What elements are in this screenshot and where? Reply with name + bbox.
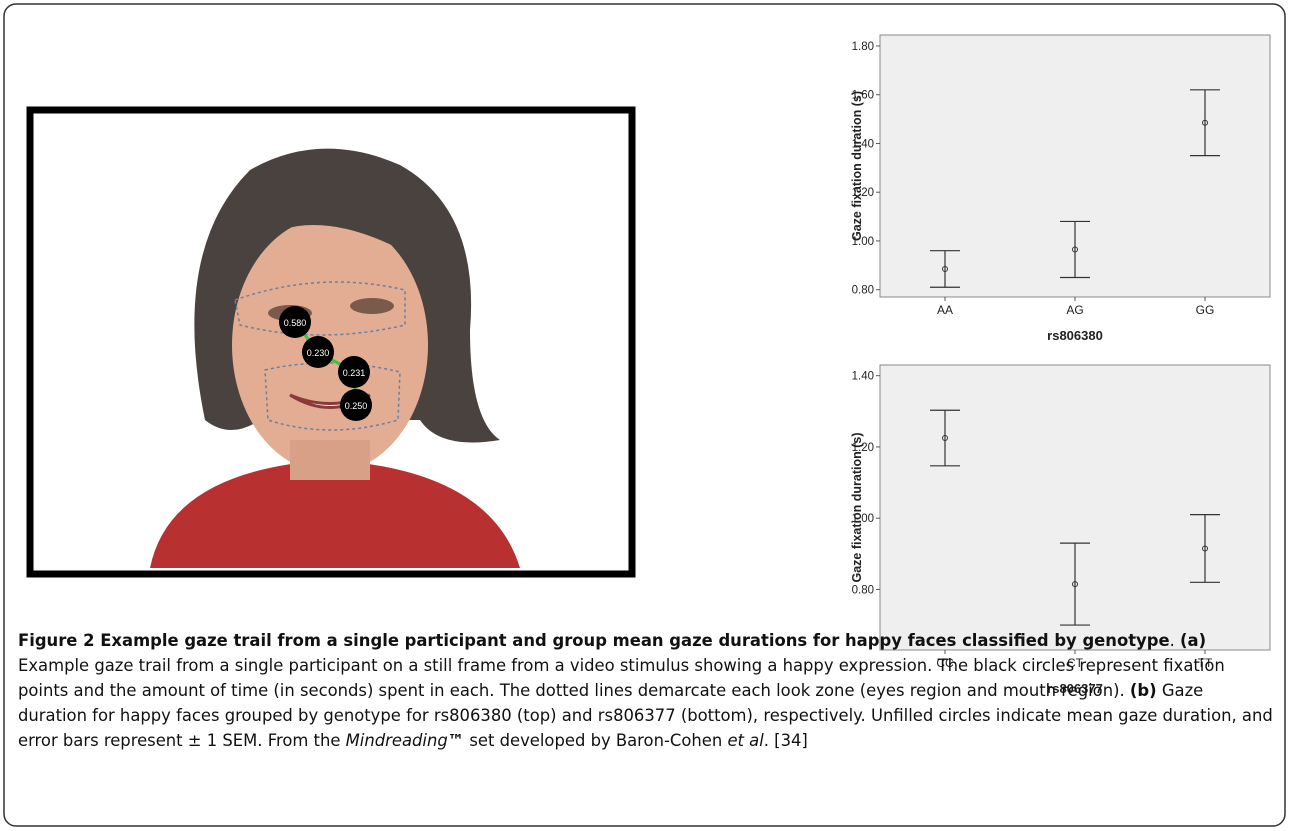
caption-text: set developed by Baron-Cohen: [464, 731, 727, 750]
caption-italic: et al: [727, 731, 763, 750]
x-axis-title: rs806380: [1047, 328, 1103, 343]
x-tick-label: AG: [1066, 303, 1083, 317]
caption-panel-label: (b): [1130, 681, 1157, 700]
caption-text: . [34]: [764, 731, 808, 750]
fixation-time: 0.250: [345, 401, 368, 411]
eye: [350, 298, 394, 314]
caption-text: Example gaze trail from a single partici…: [18, 656, 1225, 700]
caption: Figure 2 Example gaze trail from a singl…: [18, 628, 1276, 753]
y-tick-label: 0.80: [852, 285, 874, 297]
y-axis-title: Gaze fixation duration (s): [850, 91, 864, 241]
caption-text: .: [1170, 631, 1180, 650]
photo: 0.580 0.230 0.231 0.250: [30, 110, 632, 574]
fixation-time: 0.230: [307, 348, 330, 358]
caption-title: Figure 2 Example gaze trail from a singl…: [18, 631, 1170, 650]
y-tick-label: 1.40: [852, 371, 874, 383]
page: { "chart_data": [ {"type": "errorbar", "…: [0, 0, 1290, 831]
caption-trademark: ™: [448, 731, 464, 750]
x-tick-label: AA: [937, 303, 953, 317]
caption-italic: Mindreading: [346, 731, 448, 750]
caption-panel-label: (a): [1180, 631, 1206, 650]
fixation-time: 0.231: [343, 368, 366, 378]
y-tick-label: 0.80: [852, 584, 874, 596]
fixation-time: 0.580: [284, 318, 307, 328]
x-tick-label: GG: [1196, 303, 1215, 317]
neck: [290, 440, 370, 480]
y-tick-label: 1.80: [852, 41, 874, 53]
y-axis-title: Gaze fixation duration (s): [850, 432, 864, 582]
